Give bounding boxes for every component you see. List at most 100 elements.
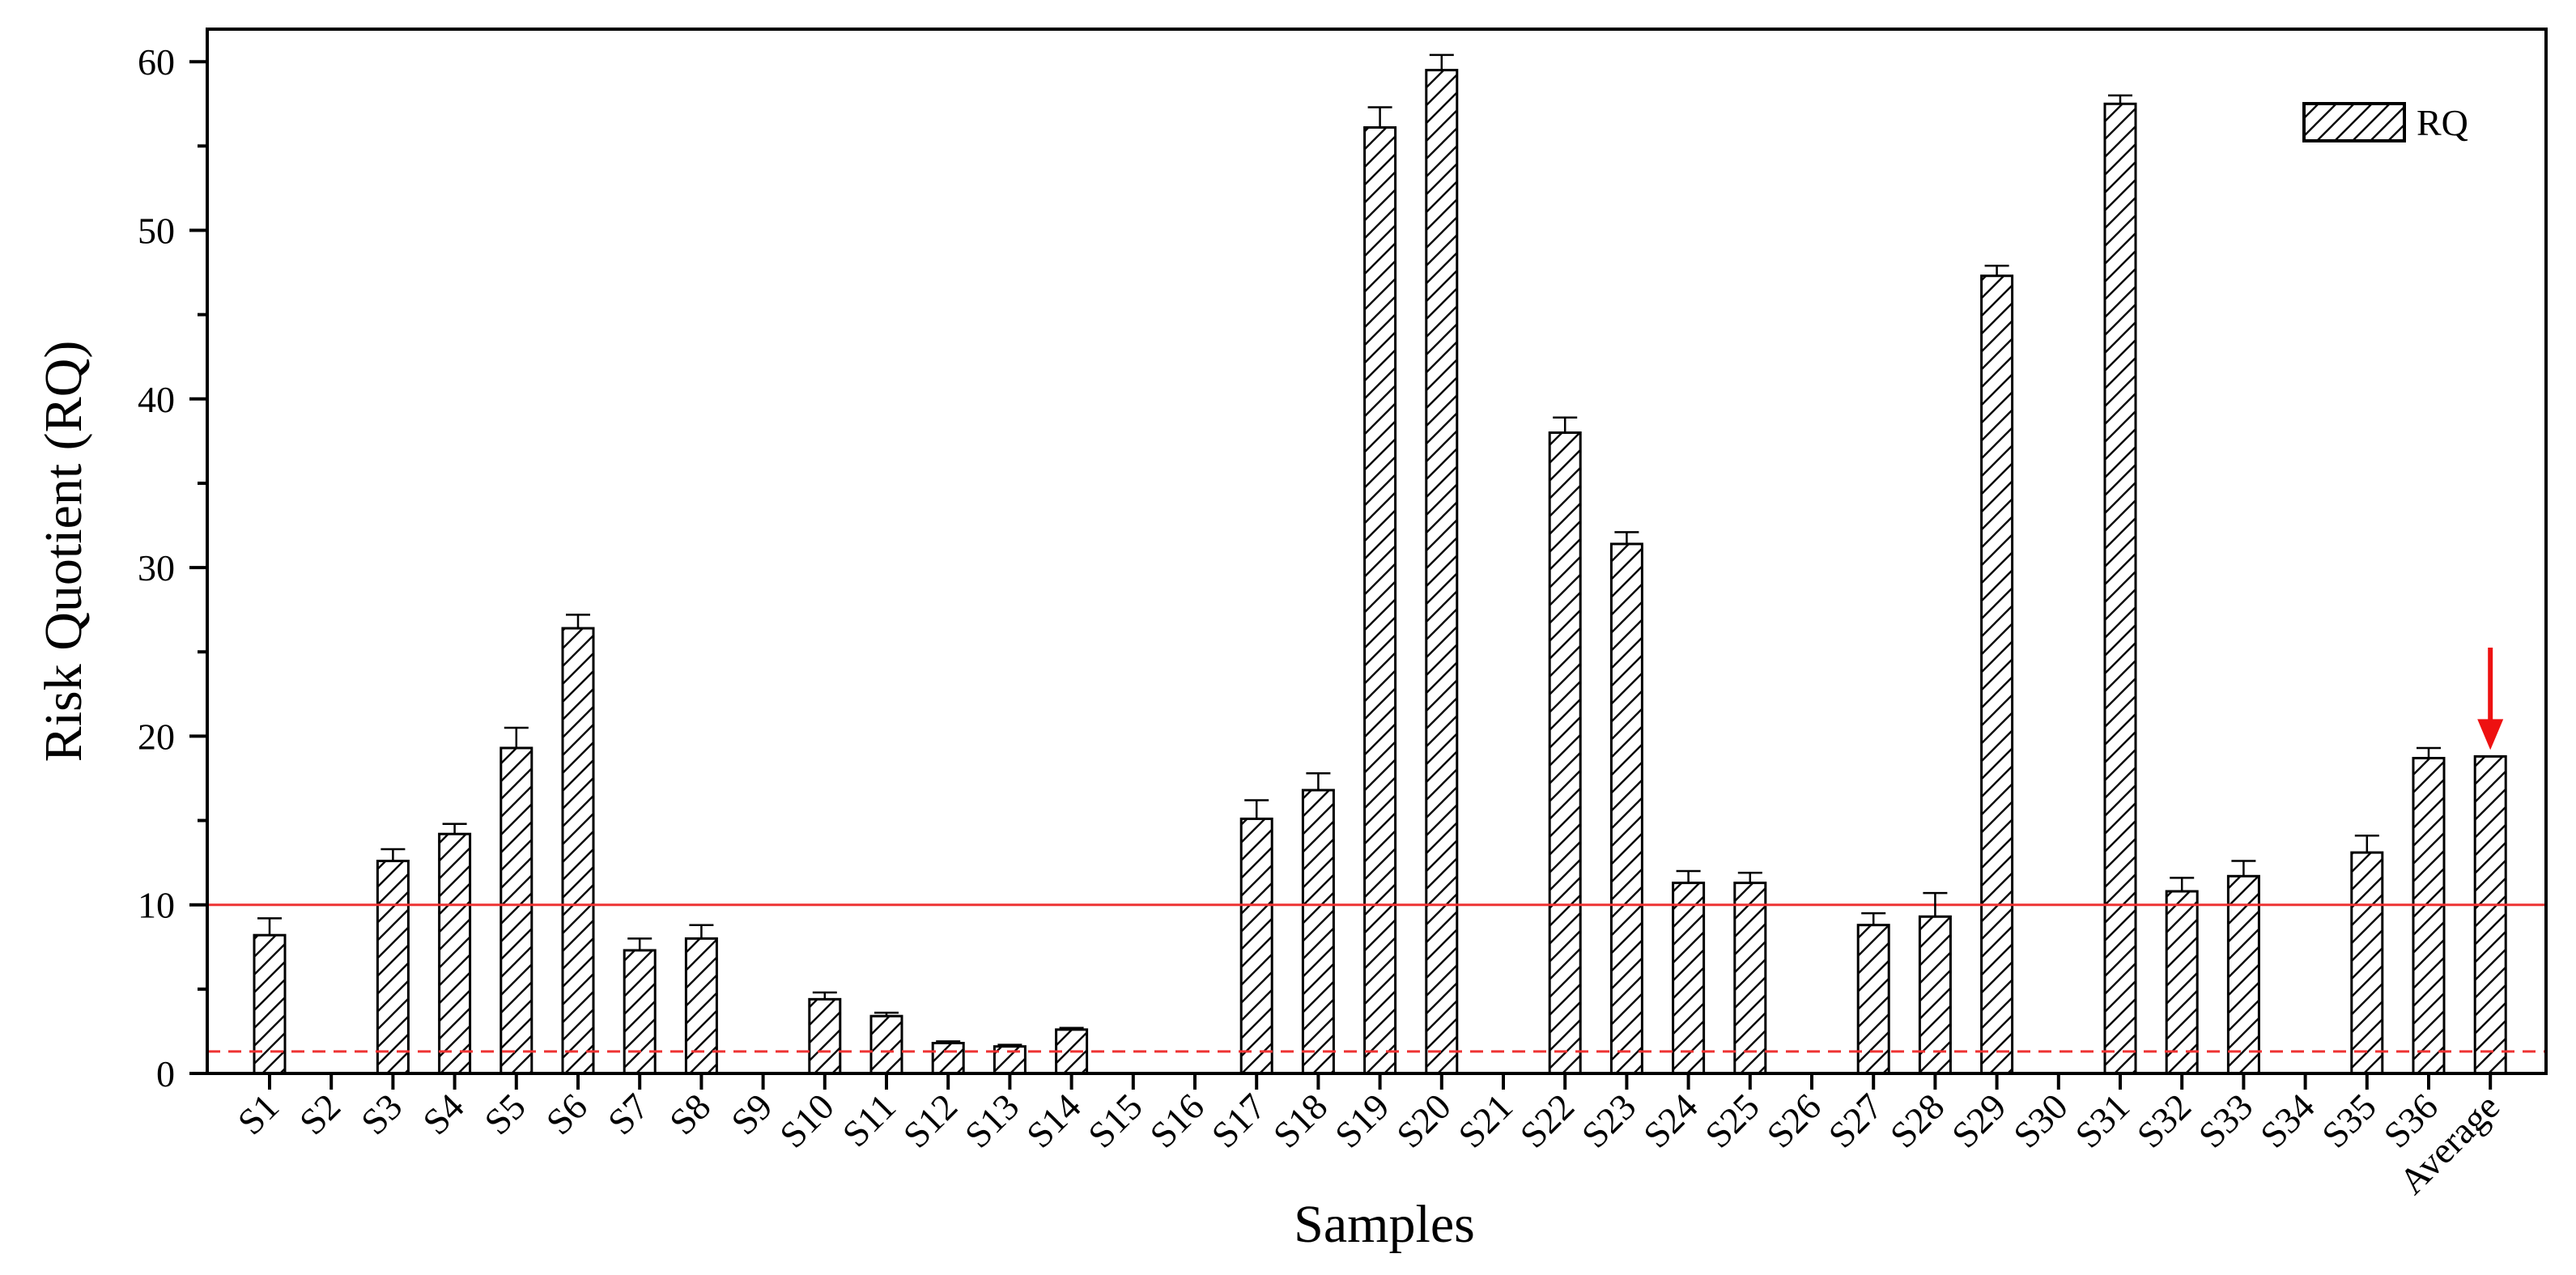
error-bar-s3 [380, 848, 406, 861]
x-tick-label-s24: S24 [1635, 1086, 1706, 1156]
bar-s29 [1980, 274, 2014, 1075]
error-bar-s24 [1676, 869, 1701, 883]
error-bar-s18 [1306, 771, 1331, 791]
bar-s12 [931, 1042, 965, 1075]
y-tick-label: 40 [138, 379, 175, 420]
bar-s27 [1856, 924, 1890, 1075]
error-bar-s28 [1923, 891, 1948, 917]
error-bar-s35 [2354, 835, 2379, 853]
bar-s5 [499, 746, 533, 1075]
x-tick-label-s19: S19 [1327, 1086, 1397, 1156]
x-tick-label-s13: S13 [957, 1086, 1027, 1156]
x-tick-label-s28: S28 [1882, 1086, 1953, 1156]
x-axis: S1 S2 S3 S4 S5 S6 S7 S8 S9S10S11S12S13S14S15S16S… [230, 1073, 2507, 1202]
error-bar-s5 [504, 726, 529, 748]
error-bars-layer [257, 53, 2441, 1047]
y-axis-title: Risk Quotient (RQ) [34, 341, 93, 763]
x-tick-label-s17: S17 [1204, 1086, 1274, 1156]
x-tick-label-s5: S5 [476, 1086, 533, 1142]
error-bar-s10 [812, 991, 837, 1000]
error-bar-s7 [627, 937, 653, 950]
x-tick-label-s2: S2 [291, 1086, 348, 1142]
bar-s28 [1918, 915, 1952, 1075]
error-bar-s14 [1059, 1026, 1084, 1030]
x-tick-label-s33: S33 [2191, 1086, 2261, 1156]
bar-s17 [1239, 817, 1273, 1075]
error-bar-s33 [2231, 860, 2256, 877]
x-tick-label-s10: S10 [772, 1086, 842, 1156]
x-axis-title: Samples [1294, 1195, 1475, 1254]
error-bar-s19 [1367, 106, 1392, 128]
x-tick-label-s32: S32 [2129, 1086, 2200, 1156]
error-bar-s25 [1737, 871, 1762, 883]
bar-s35 [2350, 851, 2384, 1075]
x-tick-label-s23: S23 [1574, 1086, 1644, 1156]
error-bar-s36 [2417, 746, 2441, 759]
y-tick-label: 0 [156, 1053, 175, 1094]
bar-s8 [684, 937, 718, 1075]
x-tick-label-s18: S18 [1265, 1086, 1336, 1156]
error-bar-s32 [2170, 877, 2195, 892]
bar-s24 [1672, 882, 1706, 1075]
y-tick-label: 30 [138, 547, 175, 589]
error-bar-s23 [1614, 531, 1639, 544]
y-tick-label: 60 [138, 41, 175, 83]
x-tick-label-s9: S9 [723, 1086, 780, 1142]
error-bar-s11 [874, 1011, 899, 1017]
x-tick-label-s29: S29 [1944, 1086, 2014, 1156]
legend: RQ [2302, 102, 2468, 143]
average-arrow-annotation [2477, 648, 2504, 750]
bar-s22 [1548, 431, 1582, 1075]
error-bar-s6 [566, 614, 590, 629]
x-tick-label-s31: S31 [2067, 1086, 2137, 1156]
y-tick-label: 10 [138, 885, 175, 926]
x-tick-label-s1: S1 [230, 1086, 287, 1142]
bar-s4 [438, 832, 472, 1075]
error-bar-s22 [1553, 416, 1578, 433]
x-tick-label-s21: S21 [1450, 1086, 1520, 1156]
x-tick-label-s30: S30 [2005, 1086, 2076, 1156]
y-tick-label: 50 [138, 210, 175, 252]
bar-s23 [1609, 542, 1643, 1075]
x-tick-label-s20: S20 [1388, 1086, 1459, 1156]
error-bar-s17 [1244, 799, 1269, 819]
bar-s3 [376, 860, 410, 1075]
reference-lines-layer [207, 903, 2546, 1053]
bar-s10 [808, 997, 842, 1075]
bar-s20 [1425, 69, 1459, 1075]
x-tick-label-s11: S11 [835, 1086, 903, 1154]
error-bar-s12 [936, 1040, 961, 1043]
error-bar-s27 [1861, 912, 1886, 925]
bar-s6 [561, 627, 595, 1075]
y-axis: 0 10 20 30 40 50 60 [138, 41, 207, 1094]
x-tick-label-s27: S27 [1821, 1086, 1891, 1156]
error-bar-s20 [1429, 53, 1454, 70]
x-tick-label-s3: S3 [353, 1086, 410, 1142]
error-bar-s31 [2108, 94, 2132, 104]
error-bar-s4 [442, 822, 467, 835]
x-tick-label-s15: S15 [1080, 1086, 1150, 1156]
legend-label-rq: RQ [2417, 102, 2468, 143]
bar-s32 [2165, 890, 2199, 1075]
x-tick-label-s26: S26 [1758, 1086, 1829, 1156]
x-tick-label-s34: S34 [2252, 1086, 2323, 1156]
x-tick-label-s4: S4 [414, 1086, 471, 1142]
bar-s19 [1363, 125, 1397, 1075]
x-tick-label-s16: S16 [1141, 1086, 1212, 1156]
bar-s11 [869, 1014, 903, 1075]
x-tick-label-s6: S6 [538, 1086, 595, 1142]
error-bar-s13 [997, 1043, 1022, 1047]
y-tick-label: 20 [138, 716, 175, 757]
bar-s18 [1301, 788, 1335, 1075]
bar-s31 [2103, 102, 2137, 1075]
bar-average [2473, 754, 2507, 1075]
x-tick-label-s12: S12 [895, 1086, 966, 1156]
x-tick-label-s14: S14 [1018, 1086, 1089, 1156]
arrow-head [2477, 719, 2504, 750]
bar-s7 [623, 949, 657, 1075]
error-bar-s8 [689, 924, 714, 939]
legend-swatch [2302, 102, 2406, 142]
x-tick-label-s35: S35 [2314, 1086, 2384, 1156]
bar-s25 [1733, 882, 1767, 1075]
